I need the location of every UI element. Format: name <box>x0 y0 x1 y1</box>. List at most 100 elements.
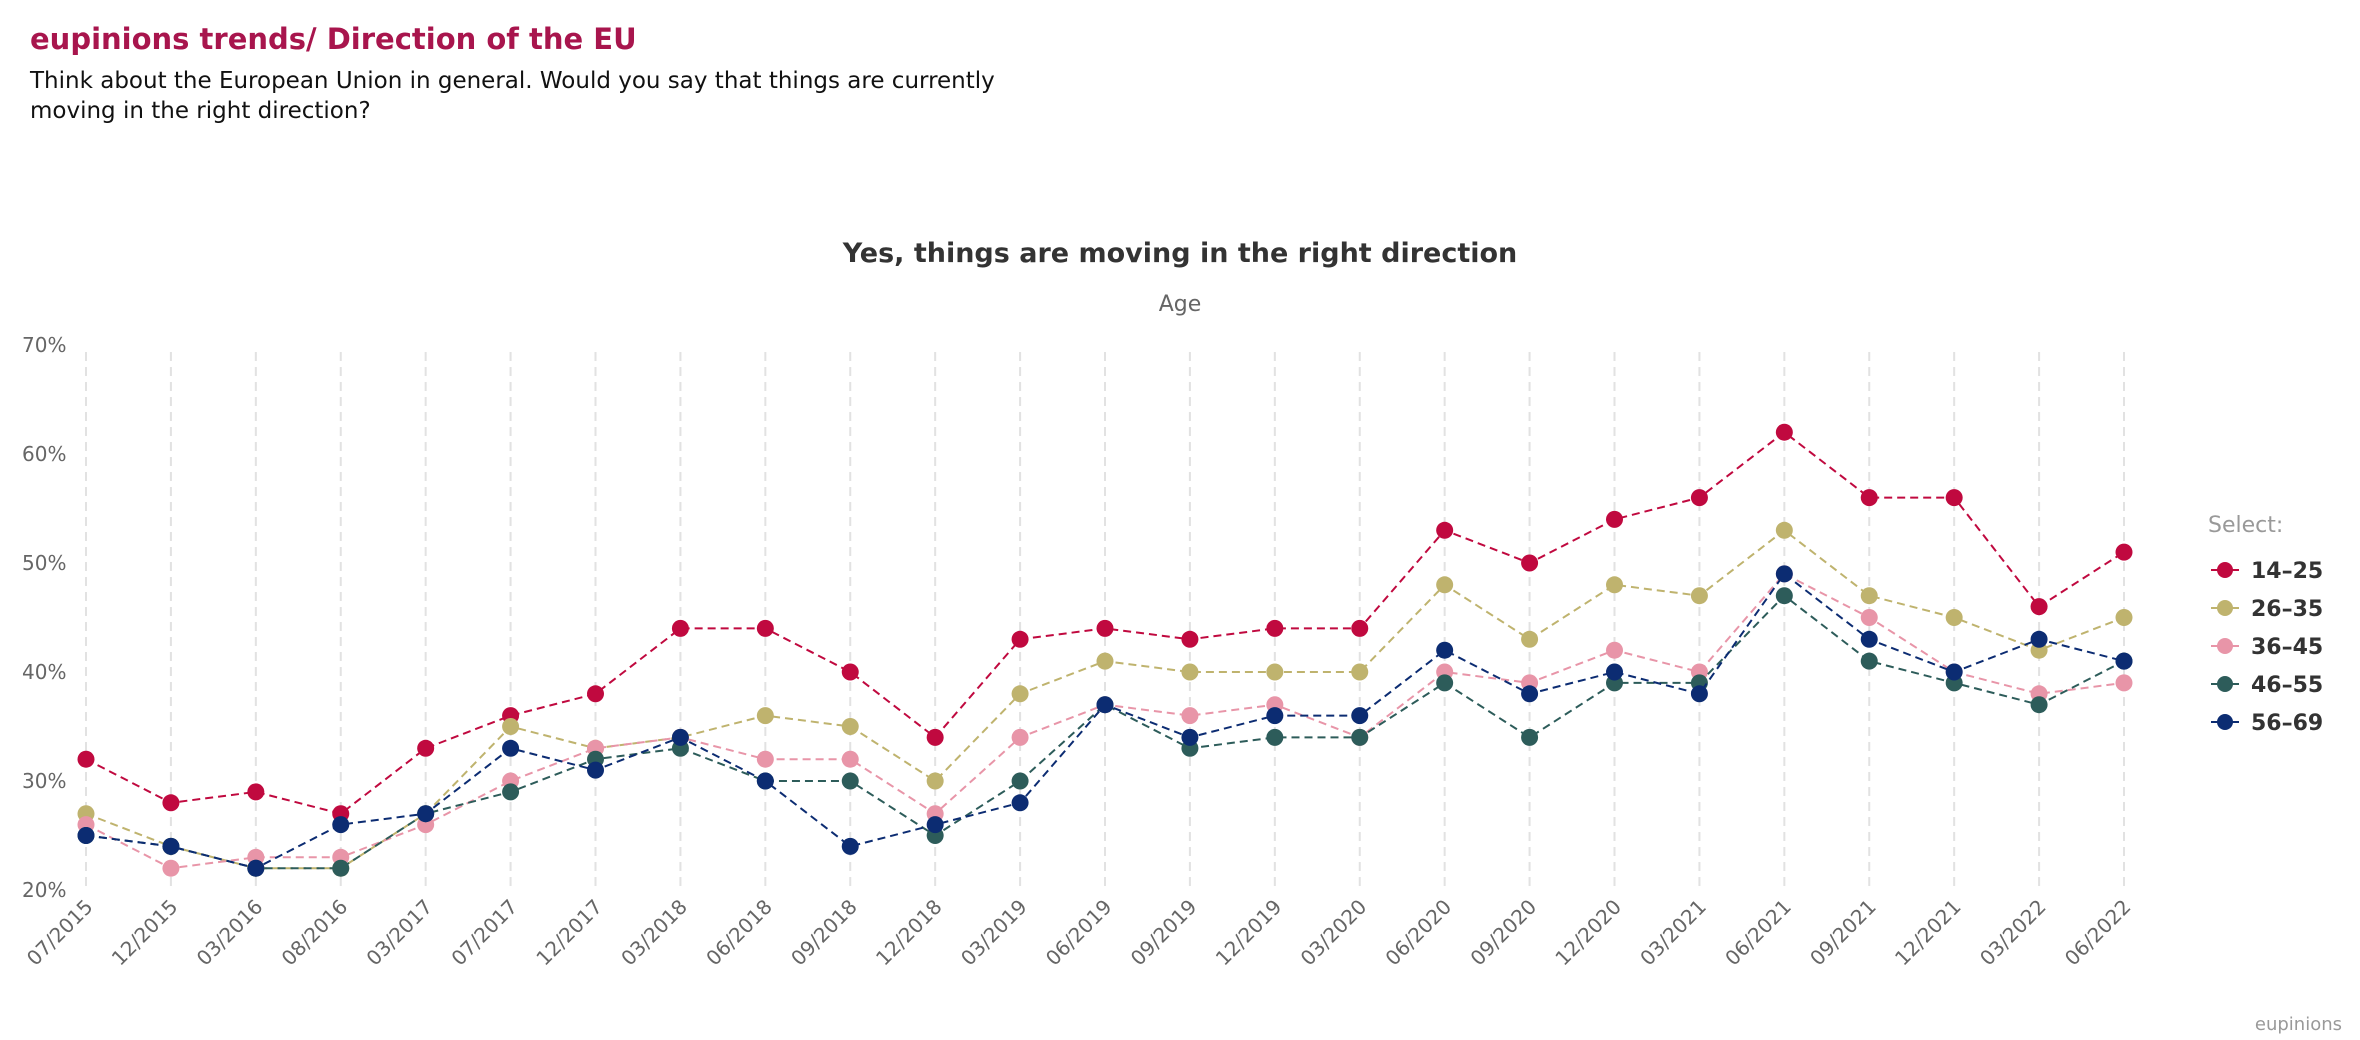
chart-title: Yes, things are moving in the right dire… <box>842 238 1518 269</box>
legend-item[interactable]: 36–45 <box>2211 635 2323 660</box>
series-56–69[interactable] <box>77 565 2133 877</box>
data-point[interactable] <box>1011 685 1029 703</box>
data-point[interactable] <box>1011 630 1029 648</box>
data-point[interactable] <box>1860 609 1878 626</box>
data-point[interactable] <box>1011 728 1029 746</box>
data-point[interactable] <box>2115 652 2133 670</box>
data-point[interactable] <box>1521 630 1539 648</box>
data-point[interactable] <box>1860 652 1878 670</box>
data-point[interactable] <box>671 728 689 746</box>
data-point[interactable] <box>502 718 520 735</box>
data-point[interactable] <box>1521 685 1539 703</box>
data-point[interactable] <box>2030 598 2048 616</box>
data-point[interactable] <box>1690 587 1708 605</box>
data-point[interactable] <box>671 619 689 637</box>
data-point[interactable] <box>1606 641 1623 659</box>
data-point[interactable] <box>2115 609 2133 626</box>
data-point[interactable] <box>2030 630 2048 648</box>
legend-item[interactable]: 56–69 <box>2211 711 2323 736</box>
data-point[interactable] <box>756 750 774 768</box>
data-point[interactable] <box>1606 663 1623 681</box>
legend-marker <box>2217 714 2233 730</box>
data-point[interactable] <box>926 816 944 834</box>
data-point[interactable] <box>1266 663 1284 681</box>
data-point[interactable] <box>247 783 265 801</box>
data-point[interactable] <box>162 859 180 877</box>
page-title: eupinions trends/ Direction of the EU <box>30 22 637 56</box>
legend-item[interactable]: 14–25 <box>2211 559 2323 584</box>
data-point[interactable] <box>926 772 944 790</box>
data-point[interactable] <box>1521 728 1539 746</box>
data-point[interactable] <box>1860 489 1878 507</box>
data-point[interactable] <box>1181 663 1199 681</box>
data-point[interactable] <box>756 772 774 790</box>
data-point[interactable] <box>332 859 350 877</box>
x-tick-label: 03/2018 <box>616 895 692 971</box>
data-point[interactable] <box>926 728 944 746</box>
data-point[interactable] <box>502 783 520 801</box>
data-point[interactable] <box>1945 609 1963 626</box>
data-point[interactable] <box>1266 728 1284 746</box>
data-point[interactable] <box>756 707 774 725</box>
data-point[interactable] <box>1775 521 1793 539</box>
data-point[interactable] <box>2115 543 2133 561</box>
data-point[interactable] <box>1096 696 1114 714</box>
data-point[interactable] <box>1096 619 1114 637</box>
data-point[interactable] <box>77 750 95 768</box>
data-point[interactable] <box>502 739 520 757</box>
data-point[interactable] <box>1011 772 1029 790</box>
data-point[interactable] <box>247 859 265 877</box>
data-point[interactable] <box>1945 489 1963 507</box>
survey-question: Think about the European Union in genera… <box>30 68 995 124</box>
data-point[interactable] <box>1606 510 1623 528</box>
data-point[interactable] <box>756 619 774 637</box>
data-point[interactable] <box>841 663 859 681</box>
data-point[interactable] <box>1181 707 1199 725</box>
legend-item[interactable]: 26–35 <box>2211 597 2323 622</box>
data-point[interactable] <box>1775 423 1793 441</box>
data-point[interactable] <box>1436 674 1454 692</box>
data-point[interactable] <box>1775 565 1793 583</box>
data-point[interactable] <box>1775 587 1793 605</box>
data-point[interactable] <box>1690 685 1708 703</box>
data-point[interactable] <box>1351 663 1369 681</box>
data-point[interactable] <box>1351 619 1369 637</box>
legend[interactable]: Select: 14–25 26–35 36–45 46–55 56–69 <box>2208 513 2323 736</box>
data-point[interactable] <box>162 837 180 855</box>
data-point[interactable] <box>162 794 180 812</box>
data-point[interactable] <box>1351 707 1369 725</box>
data-point[interactable] <box>841 772 859 790</box>
data-point[interactable] <box>1436 641 1454 659</box>
data-point[interactable] <box>1436 576 1454 594</box>
data-point[interactable] <box>1181 728 1199 746</box>
data-point[interactable] <box>1181 630 1199 648</box>
data-point[interactable] <box>841 718 859 735</box>
data-point[interactable] <box>1521 554 1539 572</box>
data-point[interactable] <box>417 739 435 757</box>
x-tick-label: 09/2021 <box>1805 895 1881 971</box>
data-point[interactable] <box>2115 674 2133 692</box>
data-point[interactable] <box>587 685 604 703</box>
data-point[interactable] <box>1860 587 1878 605</box>
data-point[interactable] <box>1011 794 1029 812</box>
data-point[interactable] <box>1266 707 1284 725</box>
legend-marker <box>2217 562 2233 578</box>
y-tick-label: 60% <box>22 442 66 466</box>
legend-item[interactable]: 46–55 <box>2211 673 2323 698</box>
data-point[interactable] <box>1436 521 1454 539</box>
data-point[interactable] <box>332 816 350 834</box>
data-point[interactable] <box>1690 489 1708 507</box>
data-point[interactable] <box>417 805 435 823</box>
data-point[interactable] <box>841 837 859 855</box>
data-point[interactable] <box>2030 696 2048 714</box>
data-point[interactable] <box>1096 652 1114 670</box>
data-point[interactable] <box>1266 619 1284 637</box>
data-point[interactable] <box>1606 576 1623 594</box>
data-point[interactable] <box>841 750 859 768</box>
data-point[interactable] <box>1945 663 1963 681</box>
data-point[interactable] <box>1351 728 1369 746</box>
data-point[interactable] <box>77 827 95 844</box>
data-point[interactable] <box>587 761 604 779</box>
series-14–25[interactable] <box>77 423 2133 823</box>
data-point[interactable] <box>1860 630 1878 648</box>
